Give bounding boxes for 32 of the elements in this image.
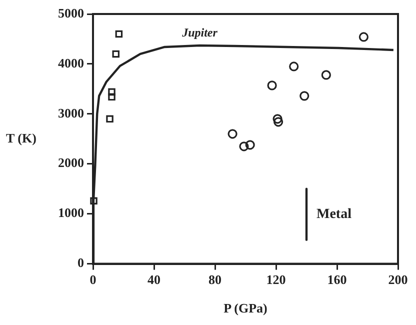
point — [273, 117, 284, 127]
point — [267, 80, 277, 90]
series-label: Jupiter — [181, 26, 218, 40]
point — [300, 91, 310, 101]
point — [115, 30, 123, 38]
point — [112, 50, 120, 58]
y-axis-title: T (K) — [6, 130, 36, 146]
x-tick-label: 120 — [266, 272, 286, 287]
x-tick-label: 160 — [327, 272, 347, 287]
y-tick-label: 4000 — [58, 55, 84, 70]
point — [239, 142, 249, 152]
point — [90, 197, 98, 204]
x-tick-label: 200 — [388, 272, 408, 287]
x-axis-title: P (GPa) — [224, 300, 268, 316]
point — [108, 93, 116, 101]
y-tick-label: 5000 — [58, 5, 84, 20]
y-tick-label: 3000 — [58, 105, 84, 120]
y-tick-label: 2000 — [58, 155, 84, 170]
point — [228, 129, 238, 139]
point — [358, 32, 368, 42]
x-tick-label: 80 — [208, 272, 222, 287]
y-tick-label: 0 — [78, 255, 84, 270]
point — [106, 115, 114, 123]
point — [289, 62, 299, 72]
y-tick-label: 1000 — [58, 205, 84, 220]
point — [108, 88, 116, 96]
point — [321, 70, 331, 80]
point — [272, 114, 282, 124]
x-tick-label: 0 — [90, 272, 96, 287]
point — [245, 140, 255, 150]
x-tick-label: 40 — [148, 272, 160, 287]
series-label: Metal — [316, 206, 352, 222]
